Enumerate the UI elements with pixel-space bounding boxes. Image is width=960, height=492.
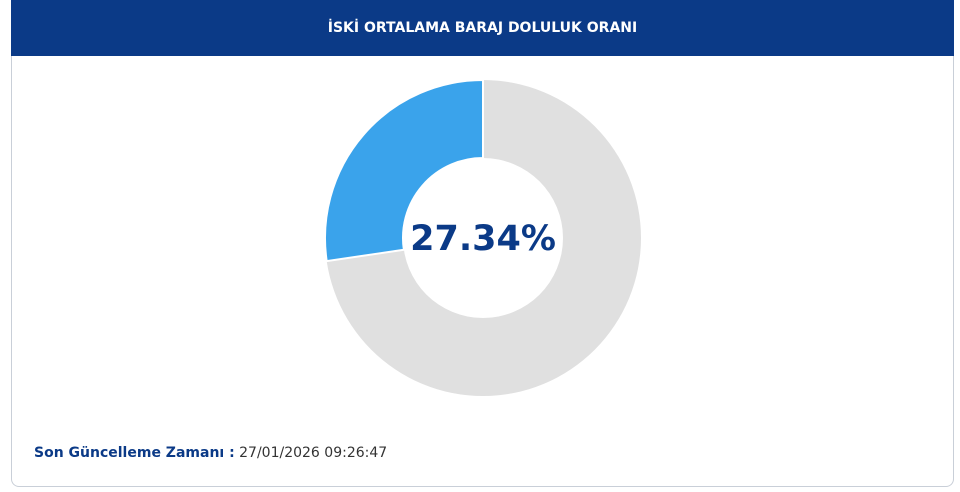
donut-segment — [324, 78, 484, 263]
footer-label: Son Güncelleme Zamanı : — [34, 445, 235, 461]
card-header: İSKİ ORTALAMA BARAJ DOLULUK ORANI — [11, 0, 954, 56]
card — [11, 0, 954, 487]
chart-title: İSKİ ORTALAMA BARAJ DOLULUK ORANI — [327, 20, 638, 36]
center-label: 27.34% — [410, 219, 556, 259]
footer: Son Güncelleme Zamanı : 27/01/2026 09:26… — [34, 445, 387, 461]
footer-timestamp: 27/01/2026 09:26:47 — [239, 445, 388, 461]
chart: 27.34% — [324, 78, 641, 396]
